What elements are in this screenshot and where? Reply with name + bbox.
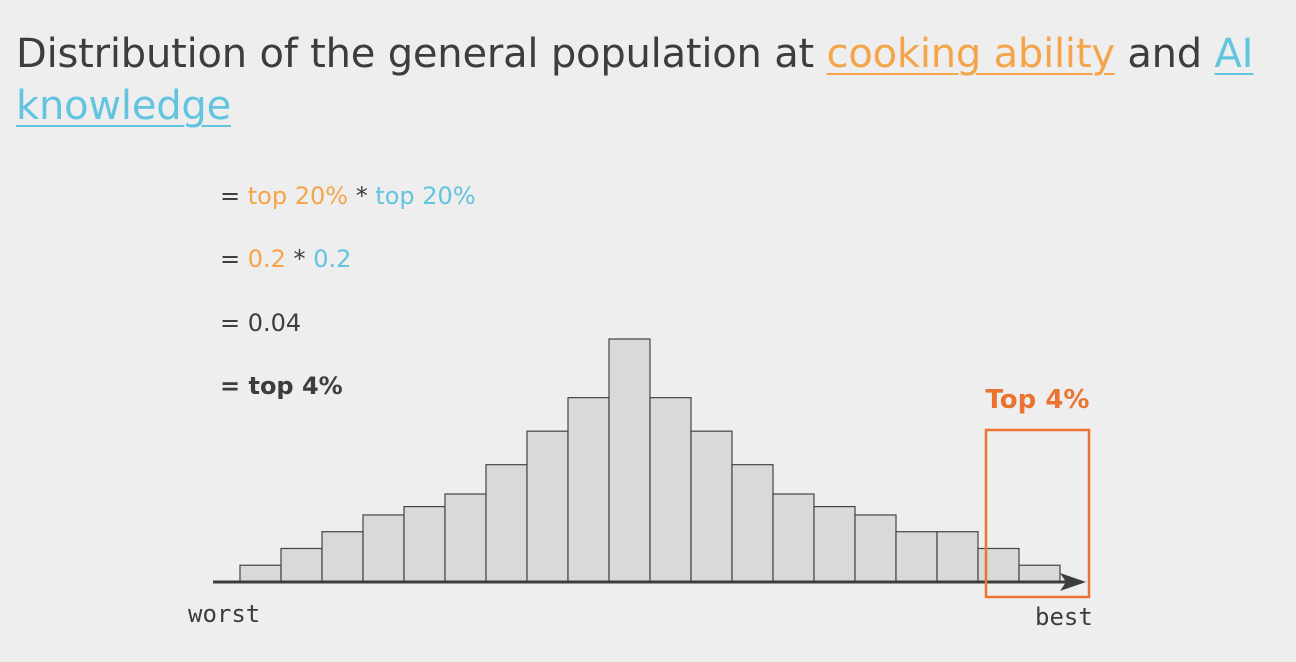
histogram-bar: [239, 564, 282, 583]
histogram-bar: [649, 397, 692, 583]
x-axis-label-best: best: [1035, 603, 1093, 631]
term-ai: top 20%: [375, 182, 476, 210]
equation-line-3: = 0.04: [220, 309, 302, 337]
bars-group: [239, 338, 1061, 583]
top-4-percent-label: Top 4%: [986, 385, 1090, 415]
multiply-sign: *: [285, 245, 314, 273]
equation-line-4: = top 4%: [220, 372, 343, 400]
equation-line-2: = 0.2 * 0.2: [220, 244, 351, 274]
histogram-bar: [567, 397, 610, 583]
histogram-bar: [280, 547, 323, 583]
histogram-bar: [731, 464, 774, 583]
equals-sign: =: [220, 182, 248, 210]
histogram-bar: [485, 464, 528, 583]
histogram-bar: [690, 430, 733, 583]
term-ai: 0.2: [313, 245, 352, 273]
histogram-bar: [813, 505, 856, 583]
title-highlight-cooking: cooking ability: [826, 31, 1115, 77]
equation-line-1: = top 20% * top 20%: [220, 181, 476, 211]
page-title: Distribution of the general population a…: [16, 28, 1286, 132]
histogram-bar: [362, 514, 405, 583]
equals-sign: =: [220, 245, 248, 273]
histogram-bar: [444, 493, 487, 583]
histogram-bar: [526, 430, 569, 583]
title-prefix: Distribution of the general population a…: [16, 31, 827, 77]
histogram-bar: [403, 505, 446, 583]
histogram-bar: [608, 338, 651, 583]
histogram-bar: [772, 493, 815, 583]
multiply-sign: *: [348, 182, 376, 210]
histogram-bar: [895, 531, 938, 583]
title-highlight-ai: AI knowledge: [16, 31, 1254, 129]
term-cooking: 0.2: [247, 245, 286, 273]
histogram-bar: [936, 531, 979, 583]
x-axis: [213, 573, 1086, 591]
top-4-percent-highlight-box: [984, 428, 1091, 599]
histogram-bar: [854, 514, 897, 583]
histogram-bar: [321, 531, 364, 583]
histogram-bar: [1018, 564, 1061, 583]
histogram-bar: [977, 547, 1020, 583]
x-axis-arrowhead: [1060, 573, 1086, 591]
title-middle: and: [1114, 31, 1215, 77]
term-cooking: top 20%: [247, 182, 349, 210]
x-axis-label-worst: worst: [188, 600, 260, 628]
